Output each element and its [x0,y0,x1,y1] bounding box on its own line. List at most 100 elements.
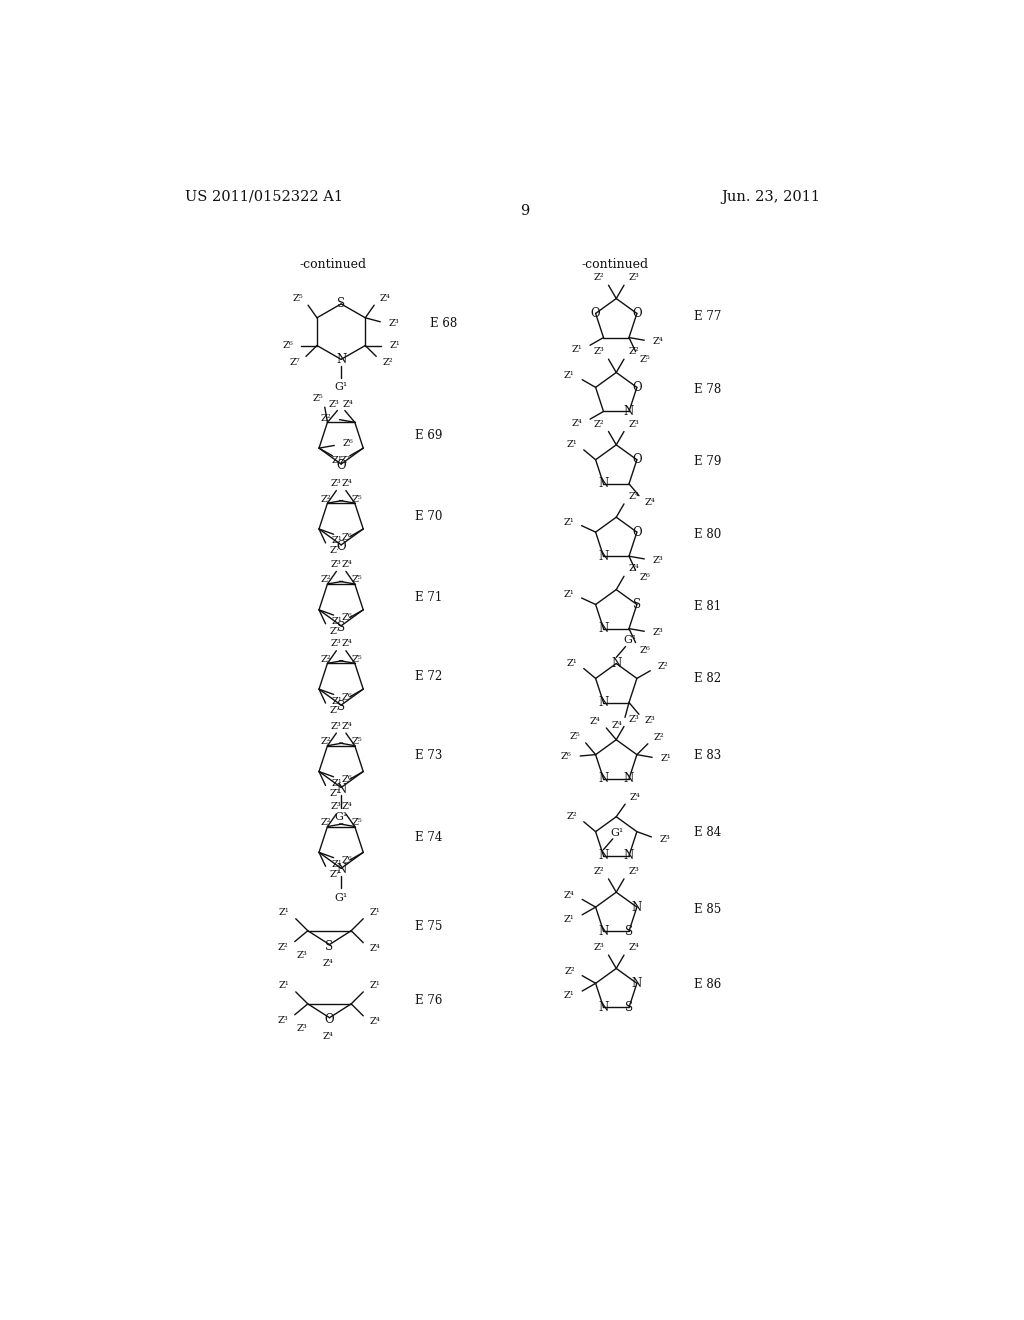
Text: Z⁵: Z⁵ [639,355,650,364]
Text: E 70: E 70 [415,510,442,523]
Text: Z⁶: Z⁶ [342,614,352,623]
Text: S: S [625,1001,633,1014]
Text: G¹: G¹ [335,381,348,392]
Text: Z⁴: Z⁴ [652,337,664,346]
Text: E 74: E 74 [415,832,442,843]
Text: S: S [337,700,345,713]
Text: Z⁷: Z⁷ [329,706,340,715]
Text: Z⁷: Z⁷ [329,627,340,636]
Text: Z⁷: Z⁷ [329,788,340,797]
Text: Z⁴: Z⁴ [370,1018,380,1027]
Text: Z⁶: Z⁶ [342,533,352,541]
Text: Z⁶: Z⁶ [561,752,571,762]
Text: Z³: Z³ [594,347,604,356]
Text: Z³: Z³ [629,420,639,429]
Text: N: N [624,849,634,862]
Text: Z⁶: Z⁶ [282,341,293,350]
Text: Z²: Z² [321,495,331,503]
Text: E 86: E 86 [693,978,721,991]
Text: S: S [337,297,345,310]
Text: Jun. 23, 2011: Jun. 23, 2011 [722,190,821,203]
Text: Z²: Z² [321,737,331,746]
Text: Z⁴: Z⁴ [644,498,655,507]
Text: Z⁴: Z⁴ [343,400,353,408]
Text: -continued: -continued [300,259,367,271]
Text: Z⁴: Z⁴ [341,803,352,812]
Text: G¹: G¹ [335,892,348,903]
Text: N: N [598,549,608,562]
Text: Z⁴: Z⁴ [612,721,623,730]
Text: Z²: Z² [564,968,574,975]
Text: N: N [598,696,608,709]
Text: Z¹: Z¹ [566,659,578,668]
Text: Z³: Z³ [331,803,341,812]
Text: Z¹: Z¹ [563,517,573,527]
Text: N: N [598,622,608,635]
Text: S: S [633,598,641,611]
Text: Z³: Z³ [297,950,308,960]
Text: Z³: Z³ [629,714,639,723]
Text: Z¹: Z¹ [370,908,380,917]
Text: 9: 9 [520,203,529,218]
Text: E 82: E 82 [693,672,721,685]
Text: Z¹: Z¹ [564,991,574,999]
Text: E 76: E 76 [415,994,442,1007]
Text: Z¹: Z¹ [332,779,342,788]
Text: Z¹: Z¹ [332,618,342,626]
Text: N: N [598,925,608,937]
Text: Z¹: Z¹ [332,455,342,465]
Text: Z¹: Z¹ [566,440,578,449]
Text: N: N [632,900,642,913]
Text: Z⁶: Z⁶ [639,573,650,582]
Text: Z²: Z² [321,576,331,585]
Text: G¹: G¹ [611,828,624,838]
Text: S: S [326,940,334,953]
Text: Z⁶: Z⁶ [342,693,352,702]
Text: E 73: E 73 [415,748,442,762]
Text: Z²: Z² [566,812,578,821]
Text: Z¹: Z¹ [279,981,290,990]
Text: Z³: Z³ [331,560,341,569]
Text: Z⁷: Z⁷ [289,358,300,367]
Text: Z¹: Z¹ [332,536,342,545]
Text: Z³: Z³ [594,944,604,952]
Text: O: O [591,308,600,319]
Text: E 79: E 79 [693,455,721,469]
Text: Z⁴: Z⁴ [341,560,352,569]
Text: Z³: Z³ [331,479,341,488]
Text: Z⁴: Z⁴ [323,958,334,968]
Text: Z²: Z² [321,413,331,422]
Text: Z⁴: Z⁴ [341,639,352,648]
Text: O: O [632,453,642,466]
Text: Z⁶: Z⁶ [343,440,353,449]
Text: Z⁶: Z⁶ [342,857,352,865]
Text: Z⁴: Z⁴ [370,944,380,953]
Text: Z⁴: Z⁴ [379,294,390,302]
Text: US 2011/0152322 A1: US 2011/0152322 A1 [184,190,343,203]
Text: E 68: E 68 [430,317,458,330]
Text: E 71: E 71 [415,591,442,603]
Text: O: O [632,381,642,393]
Text: Z⁵: Z⁵ [351,576,361,585]
Text: Z²: Z² [321,655,331,664]
Text: Z⁷: Z⁷ [340,455,350,465]
Text: Z²: Z² [594,273,604,282]
Text: Z⁴: Z⁴ [629,944,639,952]
Text: N: N [624,772,634,785]
Text: Z¹: Z¹ [279,908,290,917]
Text: Z³: Z³ [652,556,664,565]
Text: Z³: Z³ [297,1024,308,1034]
Text: Z⁴: Z⁴ [572,418,583,428]
Text: G¹: G¹ [335,812,348,822]
Text: Z¹: Z¹ [389,341,400,350]
Text: Z⁵: Z⁵ [293,294,303,302]
Text: Z²: Z² [321,818,331,826]
Text: Z³: Z³ [278,1015,288,1024]
Text: E 85: E 85 [693,903,721,916]
Text: Z³: Z³ [331,639,341,648]
Text: Z³: Z³ [331,722,341,731]
Text: E 78: E 78 [693,383,721,396]
Text: O: O [632,525,642,539]
Text: Z¹: Z¹ [332,697,342,706]
Text: Z⁴: Z⁴ [629,565,639,573]
